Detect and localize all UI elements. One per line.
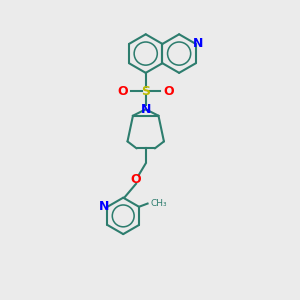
- Text: O: O: [131, 173, 141, 186]
- Text: CH₃: CH₃: [151, 199, 167, 208]
- Text: O: O: [163, 85, 174, 98]
- Text: O: O: [118, 85, 128, 98]
- Text: N: N: [193, 38, 203, 50]
- Text: S: S: [141, 85, 150, 98]
- Text: N: N: [140, 103, 151, 116]
- Text: N: N: [99, 200, 110, 213]
